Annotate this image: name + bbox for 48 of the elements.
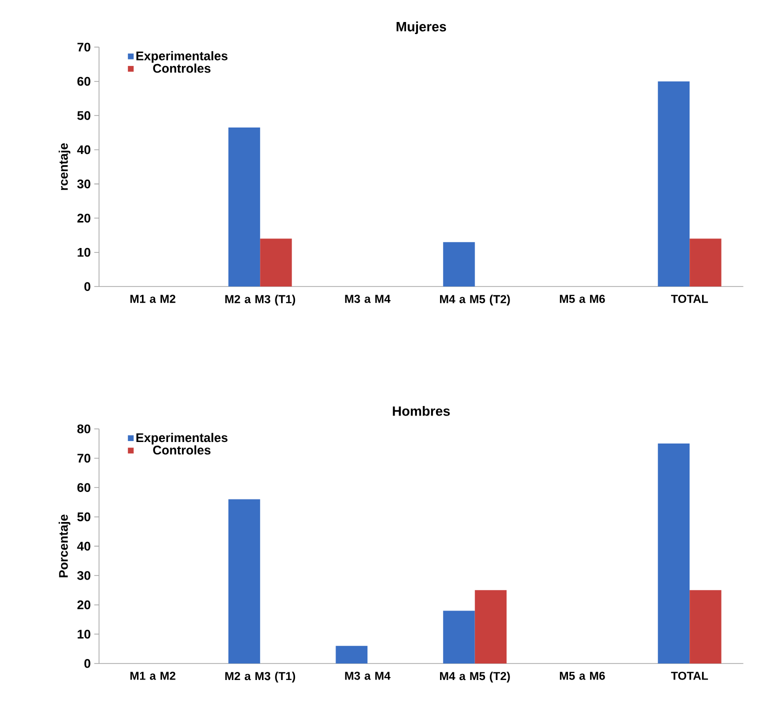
legend-label: Controles bbox=[153, 445, 210, 455]
bar bbox=[260, 238, 292, 287]
bar bbox=[228, 499, 260, 664]
y-tick-label: 70 bbox=[77, 454, 90, 463]
bar bbox=[658, 444, 690, 664]
y-tick-label: 10 bbox=[78, 248, 90, 257]
y-tick-label: 30 bbox=[77, 180, 90, 188]
x-tick-label: M1 a M2 bbox=[130, 672, 176, 680]
x-tick-label: M5 a M6 bbox=[560, 672, 605, 680]
bar bbox=[658, 81, 690, 287]
x-tick-label: TOTAL bbox=[671, 294, 708, 303]
legend-label: Controles bbox=[153, 64, 210, 73]
y-tick-label: 40 bbox=[77, 145, 90, 154]
y-tick-label: 60 bbox=[77, 483, 90, 492]
y-tick-label: 0 bbox=[84, 282, 90, 291]
x-tick-label: M2 a M3 (T1) bbox=[225, 294, 296, 306]
y-axis-title: Porcentaje bbox=[58, 514, 70, 578]
bar bbox=[474, 590, 507, 664]
y-tick-label: 70 bbox=[77, 42, 90, 52]
x-tick-label: M4 a M5 (T2) bbox=[440, 672, 510, 682]
bar bbox=[443, 242, 475, 287]
chart-title: Mujeres bbox=[396, 22, 446, 34]
y-tick-label: 30 bbox=[77, 571, 90, 580]
x-tick-label: M3 a M4 bbox=[345, 672, 390, 680]
x-tick-label: M3 a M4 bbox=[345, 294, 390, 303]
bar bbox=[443, 610, 475, 664]
legend-label: Experimentales bbox=[136, 51, 228, 63]
chart-title: Hombres bbox=[392, 406, 450, 416]
y-tick-label: 20 bbox=[77, 214, 90, 223]
x-tick-label: M4 a M5 (T2) bbox=[440, 294, 510, 306]
x-tick-label: M2 a M3 (T1) bbox=[225, 672, 296, 682]
y-tick-label: 40 bbox=[77, 542, 90, 551]
bar bbox=[228, 128, 260, 287]
x-tick-label: TOTAL bbox=[671, 672, 708, 680]
x-tick-label: M5 a M6 bbox=[560, 294, 605, 303]
y-axis-title: rcentaje bbox=[58, 143, 70, 190]
legend-label: Experimentales bbox=[136, 432, 228, 445]
bar bbox=[690, 590, 722, 664]
y-tick-label: 0 bbox=[84, 659, 90, 668]
y-tick-label: 60 bbox=[77, 76, 90, 86]
y-tick-label: 20 bbox=[77, 600, 90, 610]
y-tick-label: 80 bbox=[77, 424, 90, 434]
bar bbox=[690, 238, 722, 287]
x-tick-label: M1 a M2 bbox=[130, 294, 176, 303]
y-tick-label: 50 bbox=[77, 512, 90, 522]
y-tick-label: 50 bbox=[77, 111, 90, 120]
bar bbox=[336, 646, 368, 664]
y-tick-label: 10 bbox=[78, 630, 90, 639]
